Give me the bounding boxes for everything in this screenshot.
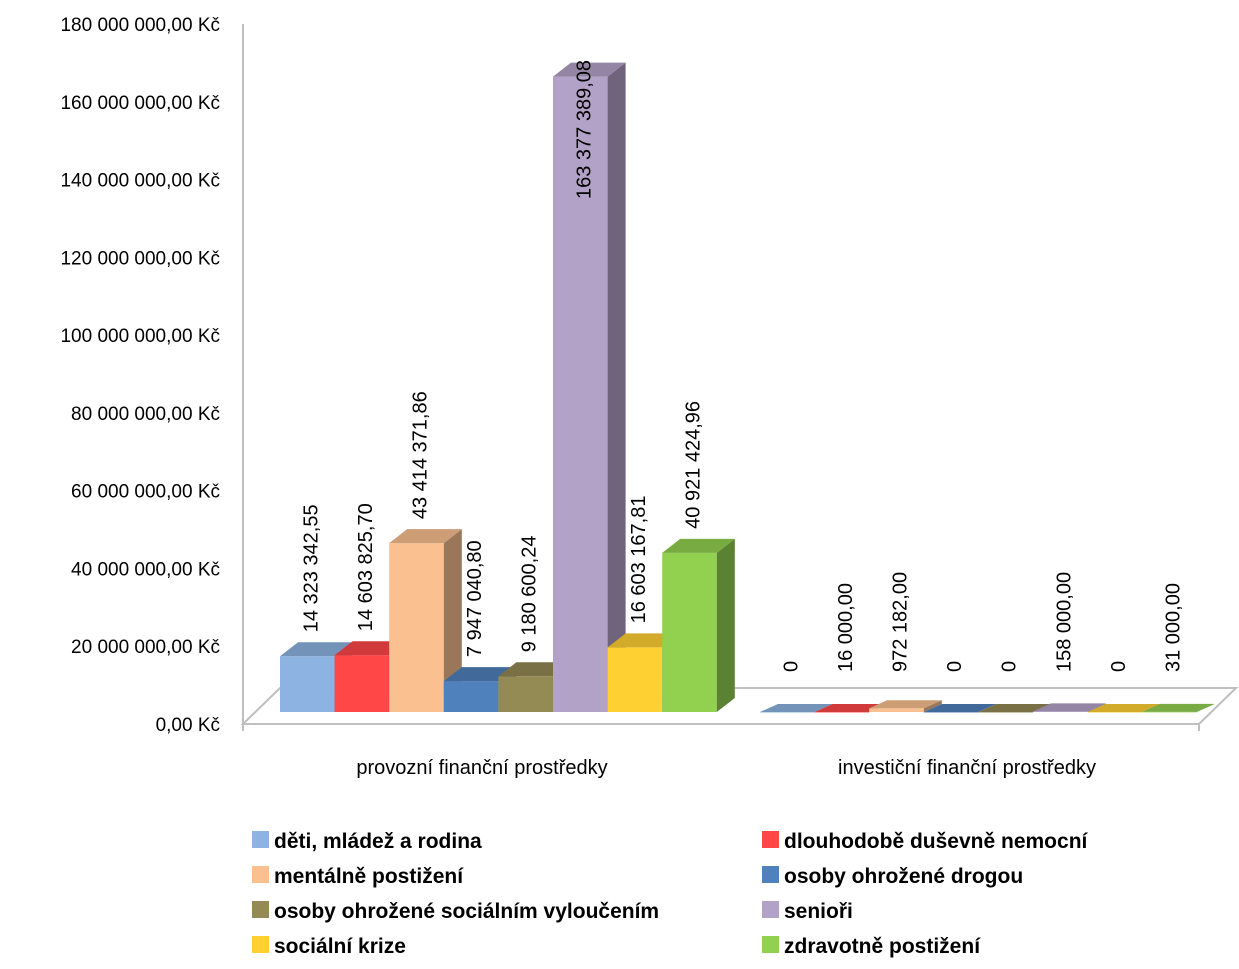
legend-swatch: [252, 901, 269, 918]
category-labels: provozní finanční prostředky investiční f…: [356, 757, 1096, 779]
legend-item: dlouhodobě duševně nemocní: [762, 830, 1089, 853]
data-label: 158 000,00: [1053, 572, 1075, 672]
y-tick-label: 140 000 000,00 Kč: [60, 171, 220, 192]
legend-item: mentálně postižení: [252, 865, 464, 888]
legend-swatch: [762, 901, 779, 918]
bar: [389, 529, 462, 712]
bar: [869, 700, 942, 712]
legend-label: osoby ohrožené drogou: [784, 865, 1023, 888]
bar: [1087, 704, 1161, 713]
legend-label: zdravotně postižení: [784, 935, 981, 958]
bar: [553, 62, 626, 712]
legend-label: mentálně postižení: [274, 865, 464, 888]
data-label: 972 182,00: [890, 572, 912, 672]
legend-item: osoby ohrožené drogou: [762, 865, 1023, 888]
data-label: 40 921 424,96: [683, 401, 705, 529]
y-tick-label: 20 000 000,00 Kč: [71, 637, 220, 658]
legend-swatch: [762, 866, 779, 883]
data-label: 9 180 600,24: [519, 536, 541, 653]
data-label: 0: [999, 661, 1021, 672]
legend-item: osoby ohrožené sociálním vyloučením: [252, 900, 659, 923]
data-label: 31 000,00: [1163, 583, 1185, 672]
y-tick-label: 80 000 000,00 Kč: [71, 404, 220, 425]
y-tick-label: 120 000 000,00 Kč: [60, 248, 220, 269]
legend-item: senioři: [762, 900, 853, 923]
legend-swatch: [762, 831, 779, 848]
legend-swatch: [252, 831, 269, 848]
data-label: 0: [780, 661, 802, 672]
category-label: investiční finanční prostředky: [838, 757, 1096, 779]
legend-swatch: [252, 936, 269, 953]
data-label: 14 323 342,55: [300, 504, 322, 632]
data-label: 0: [944, 661, 966, 672]
legend-swatch: [762, 936, 779, 953]
data-label: 16 603 167,81: [628, 496, 650, 624]
y-tick-label: 100 000 000,00 Kč: [60, 326, 220, 347]
legend-item: zdravotně postižení: [762, 935, 981, 958]
legend-label: děti, mládež a rodina: [274, 830, 482, 853]
data-label: 7 947 040,80: [464, 540, 486, 657]
bar: [1142, 703, 1215, 713]
bar: [760, 704, 833, 713]
y-tick-label: 60 000 000,00 Kč: [71, 482, 220, 503]
legend-item: sociální krize: [252, 935, 406, 958]
legend: děti, mládež a rodina dlouhodobě duševně …: [252, 830, 1089, 958]
legend-label: sociální krize: [274, 935, 406, 958]
category-label: provozní finanční prostředky: [356, 757, 607, 779]
bar: [978, 704, 1051, 713]
data-labels: 14 323 342,55 14 603 825,70 43 414 371,86 7…: [300, 60, 1184, 672]
legend-swatch: [252, 866, 269, 883]
y-tick-label: 40 000 000,00 Kč: [71, 559, 220, 580]
legend-label: senioři: [784, 900, 853, 923]
bar: [662, 538, 735, 712]
legend-item: děti, mládež a rodina: [252, 830, 482, 853]
data-label: 16 000,00: [835, 583, 857, 672]
bar: [923, 704, 997, 713]
legend-label: dlouhodobě duševně nemocní: [784, 830, 1089, 853]
bar: [1033, 703, 1106, 712]
data-label: 163 377 389,08: [573, 60, 595, 199]
chart-bars: [280, 62, 1215, 713]
data-label: 0: [1108, 661, 1130, 672]
legend-label: osoby ohrožené sociálním vyloučením: [274, 900, 659, 923]
y-tick-label: 180 000 000,00 Kč: [60, 15, 220, 36]
data-label: 14 603 825,70: [355, 503, 377, 631]
data-label: 43 414 371,86: [410, 391, 432, 519]
y-tick-label: 0,00 Kč: [156, 715, 220, 736]
y-axis-ticks: 0,00 Kč 20 000 000,00 Kč 40 000 000,00 Kč 6…: [60, 15, 220, 736]
y-tick-label: 160 000 000,00 Kč: [60, 93, 220, 114]
